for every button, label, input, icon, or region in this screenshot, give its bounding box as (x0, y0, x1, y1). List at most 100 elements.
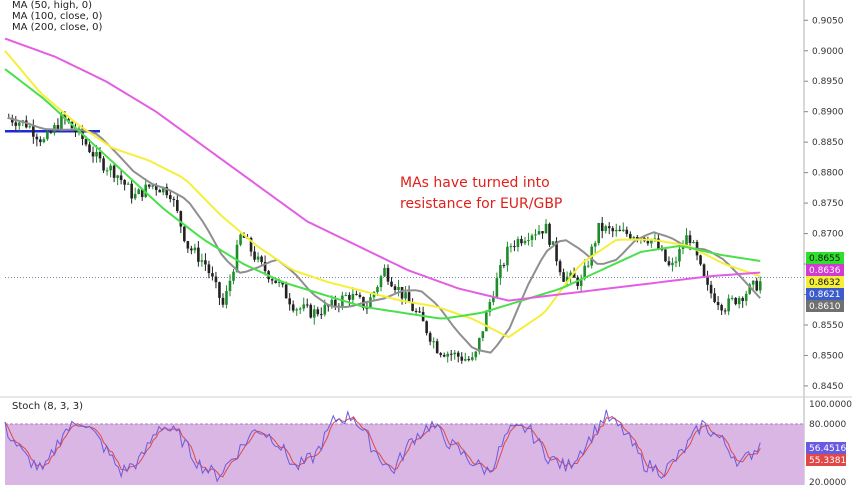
candle-body (650, 239, 653, 244)
candle-body (449, 353, 453, 355)
candle-body (312, 309, 316, 318)
candle-body (456, 352, 460, 357)
candle-body (716, 302, 720, 306)
candle-body (176, 200, 179, 212)
candle-body (607, 226, 611, 229)
legend-ma50: MA (50, high, 0) (12, 0, 93, 11)
y-tick-label: 0.8900 (812, 108, 844, 118)
stoch-k-line (4, 409, 761, 483)
candle-body (509, 246, 513, 248)
candle-body (42, 139, 46, 143)
candle-body (478, 338, 481, 352)
candle-body (390, 281, 393, 287)
candle-body (751, 280, 755, 285)
candle-body (158, 189, 162, 193)
candle-body (758, 281, 762, 291)
candle-body (168, 195, 172, 200)
candle-body (586, 265, 590, 267)
candle-body (618, 229, 622, 232)
annotation-line-1: MAs have turned into (400, 175, 550, 191)
candle-body (404, 292, 407, 299)
candle-body (365, 307, 369, 309)
candle-body (569, 272, 572, 277)
price-tag-0.8655 (806, 252, 844, 264)
candle-body (172, 199, 176, 201)
candle-body (119, 175, 123, 181)
candle-body (305, 304, 309, 306)
candle-body (298, 308, 302, 310)
candle-body (723, 310, 727, 312)
candle-body (551, 241, 555, 245)
y-tick-label: 0.8950 (812, 77, 844, 87)
candle-body (116, 175, 119, 178)
candle-body (625, 229, 629, 234)
candle-body (562, 272, 565, 282)
legend-ma100: MA (100, close, 0) (12, 11, 103, 22)
candle-body (274, 280, 277, 284)
price-tag-0.8636 (806, 264, 844, 276)
candle-body (109, 165, 112, 171)
candle-body (35, 136, 39, 140)
candle-body (495, 278, 499, 297)
candle-body (502, 265, 506, 267)
candle-body (636, 237, 639, 239)
candle-body (91, 152, 95, 157)
candle-body (600, 222, 604, 231)
candle-body (130, 183, 133, 199)
candle-body (513, 246, 516, 248)
candle-body (467, 359, 471, 361)
candle-body (667, 261, 671, 266)
candle-body (295, 309, 299, 311)
candle-body (400, 286, 404, 299)
candle-body (95, 151, 98, 157)
candle-body (369, 297, 372, 309)
stoch-title: Stoch (8, 3, 3) (12, 401, 84, 412)
candle-body (737, 298, 741, 305)
candle-body (225, 291, 228, 305)
y-tick-label: 0.8800 (812, 169, 844, 179)
candle-body (284, 284, 288, 299)
candle-body (428, 333, 432, 342)
candle-body (302, 304, 306, 309)
candle-body (706, 276, 709, 285)
candle-body (463, 359, 467, 361)
candle-body (291, 304, 295, 311)
candle-body (439, 353, 442, 355)
candle-body (744, 293, 748, 301)
candle-body (692, 241, 695, 244)
candle-body (688, 235, 692, 244)
candle-body (239, 234, 242, 245)
candle-body (407, 292, 411, 303)
ma-fast-gray-line (7, 116, 761, 354)
candle-body (204, 260, 207, 265)
candle-body (105, 170, 109, 172)
candle-body (344, 294, 348, 296)
candle-body (506, 246, 509, 266)
candle-body (88, 144, 91, 153)
legend-ma200: MA (200, close, 0) (12, 22, 103, 33)
candle-body (17, 122, 21, 126)
candle-body (530, 235, 534, 240)
candle-body (741, 298, 744, 301)
candle-body (49, 131, 53, 133)
y-tick-label: 0.8450 (812, 382, 844, 392)
candle-body (211, 273, 214, 277)
candle-body (179, 211, 183, 227)
candle-body (32, 126, 35, 137)
candle-body (499, 265, 502, 279)
candle-body (520, 238, 523, 244)
candle-body (470, 357, 474, 360)
candle-body (123, 180, 126, 185)
candle-body (492, 296, 495, 303)
y-tick-label: 0.8850 (812, 138, 844, 148)
candle-body (309, 304, 313, 318)
candle-body (460, 356, 464, 361)
candle-body (414, 310, 418, 312)
candle-body (516, 238, 520, 247)
candle-body (435, 341, 439, 354)
annotation-line-2: resistance for EUR/GBP (400, 196, 563, 212)
candle-body (218, 282, 221, 298)
candle-body (418, 311, 421, 313)
candle-body (544, 223, 548, 234)
